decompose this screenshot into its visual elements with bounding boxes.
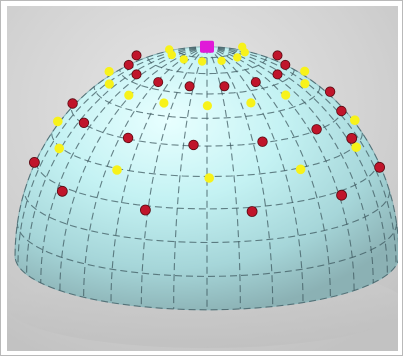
parallel-line	[147, 56, 267, 75]
dome-illustration	[7, 6, 398, 351]
yellow-marker	[238, 42, 247, 51]
red-marker	[272, 50, 283, 61]
yellow-marker	[217, 56, 226, 65]
meridian-line	[140, 46, 208, 307]
red-marker	[122, 132, 134, 144]
red-marker	[123, 59, 134, 70]
red-marker	[336, 105, 347, 117]
red-marker	[311, 124, 322, 135]
yellow-marker	[281, 90, 291, 100]
yellow-marker	[300, 79, 310, 89]
parallel-line	[70, 107, 344, 147]
red-marker	[153, 77, 164, 88]
yellow-marker	[202, 101, 212, 111]
red-marker	[219, 81, 230, 92]
parallel-line	[14, 255, 398, 311]
red-marker	[28, 156, 40, 168]
yellow-marker	[104, 66, 114, 77]
yellow-marker	[246, 98, 256, 108]
red-marker	[131, 50, 142, 61]
red-marker	[184, 81, 195, 92]
red-marker	[56, 185, 68, 197]
yellow-marker	[300, 66, 310, 76]
yellow-marker	[104, 79, 114, 89]
red-marker	[78, 117, 90, 129]
yellow-marker	[197, 57, 207, 66]
red-marker	[67, 98, 78, 109]
parallel-line	[16, 223, 398, 277]
dome-markers	[28, 40, 386, 217]
apex-marker	[200, 40, 214, 53]
parallel-line	[176, 49, 238, 59]
yellow-marker	[350, 115, 360, 125]
red-marker	[257, 136, 268, 147]
yellow-marker	[54, 143, 64, 154]
meridian-line	[59, 46, 208, 291]
red-marker	[374, 161, 386, 173]
yellow-marker	[124, 90, 134, 100]
red-marker	[280, 59, 291, 70]
dome-figure	[7, 6, 398, 351]
yellow-marker	[53, 116, 63, 127]
red-marker	[246, 206, 258, 217]
meridian-line	[206, 46, 331, 298]
meridian-line	[26, 46, 208, 275]
red-marker	[188, 139, 199, 151]
yellow-marker	[112, 165, 122, 175]
parallel-line	[35, 160, 379, 210]
meridian-line	[14, 46, 208, 257]
parallel-line	[23, 191, 391, 244]
red-marker	[346, 132, 358, 144]
red-marker	[336, 189, 348, 201]
red-marker	[131, 69, 142, 80]
yellow-marker	[204, 173, 214, 183]
yellow-marker	[165, 45, 174, 54]
red-marker	[272, 69, 283, 80]
meridian-line	[83, 46, 208, 298]
red-marker	[324, 86, 336, 97]
meridian-line	[206, 46, 388, 275]
meridian-line	[206, 46, 398, 243]
yellow-marker	[159, 98, 169, 108]
red-marker	[139, 204, 151, 216]
meridian-line	[206, 46, 355, 291]
yellow-marker	[295, 164, 306, 175]
yellow-marker	[351, 142, 362, 152]
parallel-line	[119, 69, 295, 95]
red-marker	[250, 77, 261, 88]
dome-grid	[14, 46, 398, 311]
meridian-line	[206, 46, 274, 307]
yellow-marker	[233, 53, 242, 62]
parallel-line	[93, 86, 321, 119]
yellow-marker	[179, 55, 188, 64]
